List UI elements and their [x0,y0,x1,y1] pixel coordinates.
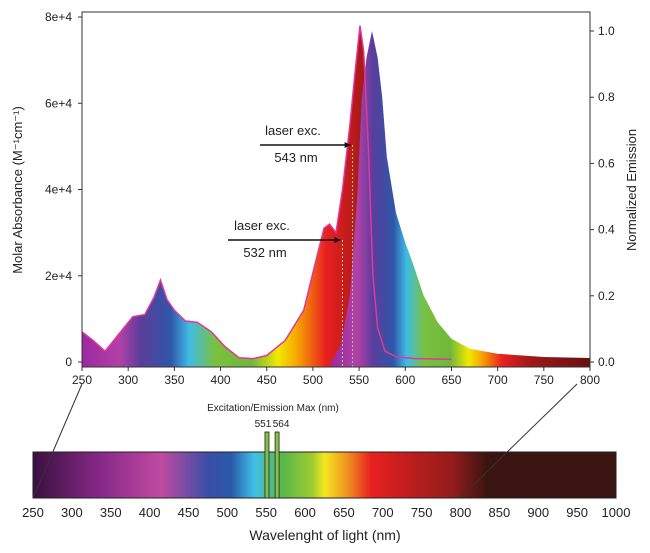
y-axis-label-right: Normalized Emission [624,129,639,251]
bar-tick-label: 900 [527,505,549,520]
y-tick-label-left: 4e+4 [45,183,72,197]
arrow-head [334,237,341,243]
absorbance-line [81,25,452,361]
marker-title: Excitation/Emission Max (nm) [207,403,339,414]
y-tick-label-right: 0.4 [598,223,615,237]
bar-tick-label: 250 [22,505,44,520]
bar-tick-label: 600 [294,505,316,520]
x-tick-label: 250 [72,373,92,387]
x-tick-label: 600 [395,373,415,387]
y-tick-label-left: 2e+4 [45,269,72,283]
marker-line [264,431,270,499]
bar-tick-label: 850 [489,505,511,520]
bar-tick-label: 500 [216,505,238,520]
spectrum-bar [32,451,617,499]
x-tick-label: 550 [349,373,369,387]
bar-tick-label: 1000 [602,505,631,520]
x-tick-label: 500 [303,373,323,387]
y-tick-label-left: 8e+4 [45,10,72,24]
x-tick-label: 350 [164,373,184,387]
y-tick-label-right: 0.0 [598,355,615,369]
bar-tick-label: 800 [450,505,472,520]
x-tick-label: 650 [441,373,461,387]
annotation-label: laser exc. [234,218,290,233]
y-tick-label-left: 6e+4 [45,96,72,110]
marker-label: 564 [273,419,290,430]
y-tick-label-right: 0.2 [598,289,615,303]
y-tick-label-right: 1.0 [598,24,615,38]
x-tick-label: 450 [257,373,277,387]
x-tick-label: 300 [118,373,138,387]
marker-line [274,431,280,499]
y-tick-label-right: 0.6 [598,156,615,170]
annotation-label: laser exc. [265,123,321,138]
x-tick-label: 800 [580,373,600,387]
annotation-value: 543 nm [274,150,317,165]
bar-tick-label: 950 [566,505,588,520]
x-tick-label: 750 [534,373,554,387]
y-axis-label-left: Molar Absorbance (M⁻¹cm⁻¹) [10,106,25,274]
zoom-line-left [32,383,83,499]
bar-tick-label: 650 [333,505,355,520]
y-tick-label-right: 0.8 [598,90,615,104]
y-tick-label-left: 0 [65,355,72,369]
bar-tick-label: 350 [100,505,122,520]
x-tick-label: 700 [488,373,508,387]
bar-tick-label: 400 [139,505,161,520]
marker-label: 551 [255,419,272,430]
x-tick-label: 400 [211,373,231,387]
bar-tick-label: 550 [255,505,277,520]
annotation-value: 532 nm [243,245,286,260]
zoom-line-right [459,383,578,499]
bar-axis-label: Wavelenght of light (nm) [249,527,400,543]
arrow-head [344,142,351,148]
bar-tick-label: 750 [411,505,433,520]
bar-tick-label: 450 [178,505,200,520]
emission-area [331,31,590,367]
bar-tick-label: 300 [61,505,83,520]
bar-tick-label: 700 [372,505,394,520]
